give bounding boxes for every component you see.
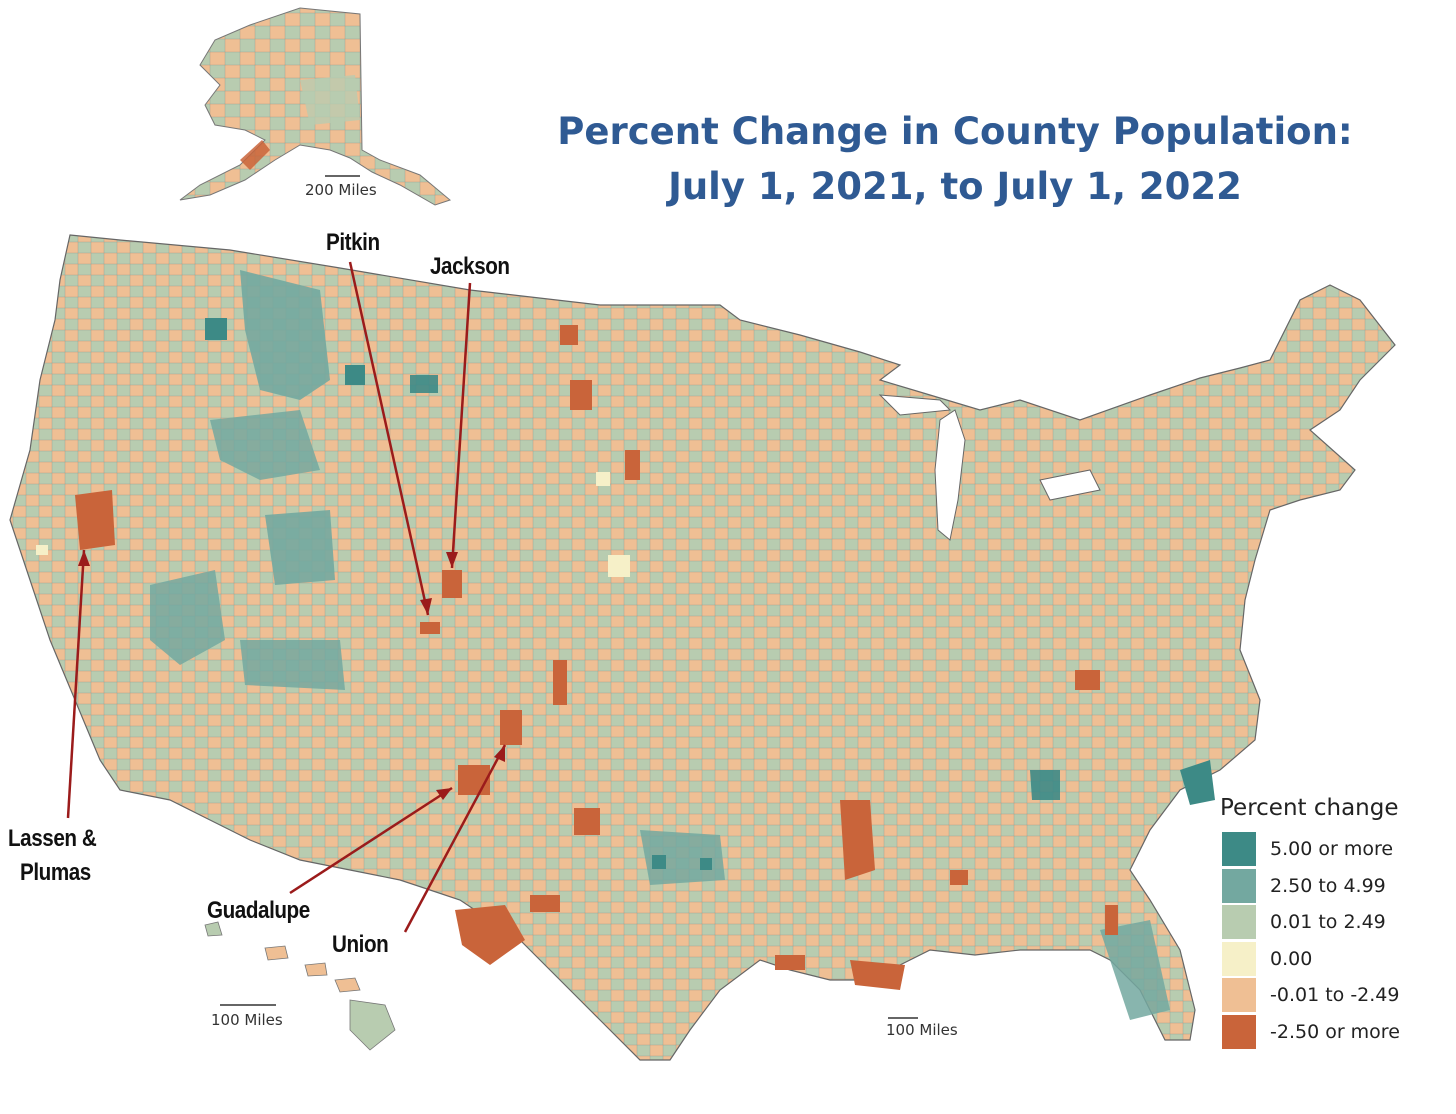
legend-swatch (1222, 978, 1256, 1013)
hawaii-inset (204, 921, 396, 1051)
legend-swatch (1222, 905, 1256, 940)
callout-lassen-plumas-line1: Lassen & (8, 825, 97, 852)
legend-item: 2.50 to 4.99 (1222, 868, 1452, 905)
legend-label: 0.00 (1270, 947, 1313, 970)
contiguous-scale-label: 100 Miles (886, 1021, 958, 1039)
legend-label: 2.50 to 4.99 (1270, 874, 1386, 897)
map-title-line2: July 1, 2021, to July 1, 2022 (668, 165, 1242, 208)
legend-label: 5.00 or more (1270, 838, 1394, 861)
pitkin-arrow (348, 261, 430, 616)
union-arrow (403, 744, 507, 933)
callout-jackson: Jackson (430, 253, 510, 280)
alaska-inset (179, 7, 452, 206)
legend: Percent change 5.00 or more 2.50 to 4.99… (1212, 795, 1452, 1050)
contiguous-us (9, 234, 1396, 1061)
legend-item: -2.50 or more (1222, 1014, 1452, 1051)
legend-title: Percent change (1220, 795, 1399, 821)
guadalupe-arrow (289, 786, 453, 895)
arrowheads (78, 550, 505, 800)
callout-guadalupe: Guadalupe (207, 897, 310, 924)
hawaii-scale-label: 100 Miles (211, 1011, 283, 1029)
legend-swatch (1222, 868, 1256, 903)
legend-label: -0.01 to -2.49 (1270, 984, 1400, 1007)
legend-items: 5.00 or more 2.50 to 4.99 0.01 to 2.49 0… (1212, 831, 1452, 1050)
callout-lassen-plumas-line2: Plumas (20, 859, 91, 886)
legend-swatch (1222, 1014, 1256, 1049)
legend-label: 0.01 to 2.49 (1270, 911, 1386, 934)
alaska-scale-label: 200 Miles (305, 181, 377, 199)
callout-arrows (66, 261, 507, 933)
map-title-line1: Percent Change in County Population: (557, 110, 1353, 153)
jackson-arrow (450, 282, 472, 569)
callout-pitkin: Pitkin (326, 229, 380, 256)
legend-swatch (1222, 832, 1256, 867)
legend-item: -0.01 to -2.49 (1222, 977, 1452, 1014)
legend-item: 0.01 to 2.49 (1222, 904, 1452, 941)
legend-item: 5.00 or more (1222, 831, 1452, 868)
lassen-plumas-arrow (66, 549, 86, 819)
legend-swatch (1222, 941, 1256, 976)
callout-union: Union (332, 931, 389, 958)
legend-item: 0.00 (1222, 941, 1452, 978)
legend-label: -2.50 or more (1270, 1020, 1400, 1043)
